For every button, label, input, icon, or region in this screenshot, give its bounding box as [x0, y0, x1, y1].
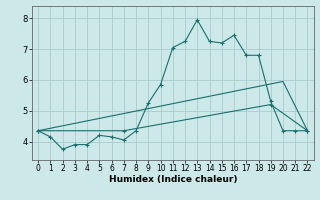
X-axis label: Humidex (Indice chaleur): Humidex (Indice chaleur) [108, 175, 237, 184]
